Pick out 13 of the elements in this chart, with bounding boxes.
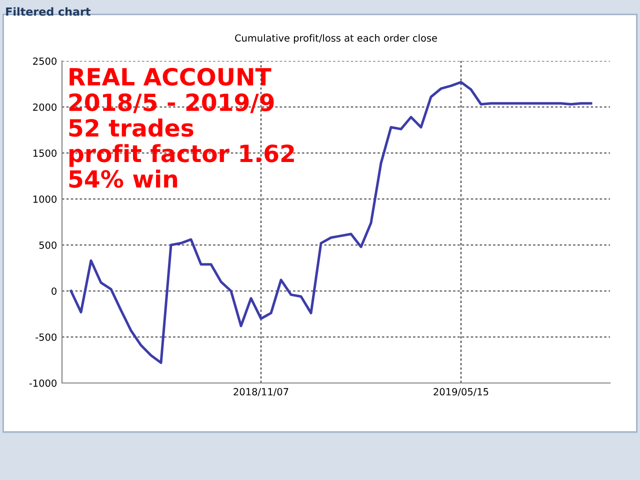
annotation: REAL ACCOUNT 2018/5 - 2019/9 52 trades profit factor 1.62 54% win xyxy=(69,68,294,188)
y-tick-label: -500 xyxy=(36,333,56,341)
y-tick-label: 0 xyxy=(52,287,56,295)
y-tick-label: 500 xyxy=(39,241,56,249)
y-tick-label: 1500 xyxy=(33,149,56,157)
text: Filtered chart xyxy=(6,7,91,16)
y-tick-label: 1000 xyxy=(33,195,56,203)
y-tick-label: 2500 xyxy=(33,57,56,65)
y-tick-label: 2000 xyxy=(33,103,56,111)
chart-title: Cumulative profit/loss at each order close xyxy=(235,34,437,44)
y-tick-label: -1000 xyxy=(29,379,56,387)
x-tick-label: 2018/11/07 xyxy=(234,388,288,396)
x-tick-label: 2019/05/15 xyxy=(434,388,488,396)
